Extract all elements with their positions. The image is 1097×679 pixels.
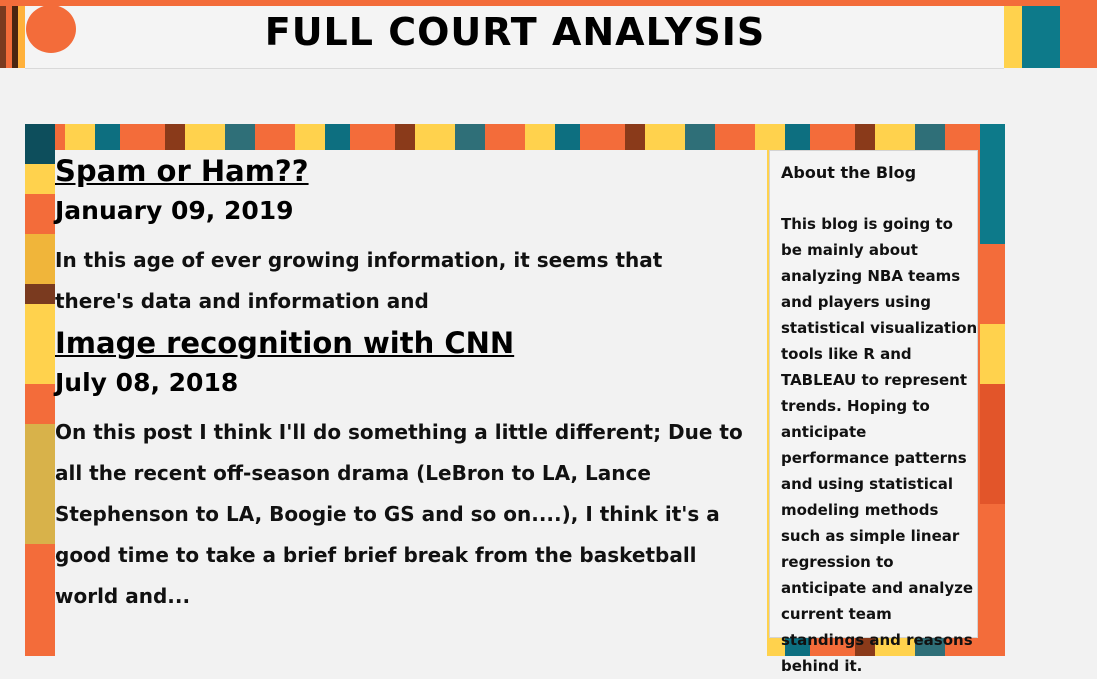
header-accent-stripe <box>0 0 1097 6</box>
background-pattern-left <box>25 124 55 656</box>
background-pattern-right <box>980 124 1005 656</box>
post-item: Image recognition with CNN July 08, 2018… <box>55 322 767 617</box>
header-pattern-left <box>0 6 25 68</box>
about-sidebar: About the Blog This blog is going to be … <box>769 150 978 675</box>
site-title[interactable]: FULL COURT ANALYSIS <box>264 10 766 54</box>
post-item: Spam or Ham?? January 09, 2019 In this a… <box>55 150 767 322</box>
sidebar-description: This blog is going to be mainly about an… <box>781 215 978 675</box>
post-excerpt: In this age of ever growing information,… <box>55 248 663 313</box>
post-excerpt: On this post I think I'll do something a… <box>55 420 743 608</box>
post-date: January 09, 2019 <box>55 196 294 225</box>
basketball-logo-icon <box>26 5 76 53</box>
site-header <box>25 6 1004 69</box>
post-date: July 08, 2018 <box>55 368 239 397</box>
post-title-link[interactable]: Image recognition with CNN <box>55 326 515 360</box>
blog-posts: Spam or Ham?? January 09, 2019 In this a… <box>55 150 767 656</box>
header-pattern-right <box>1004 6 1097 68</box>
sidebar-heading: About the Blog <box>781 163 917 182</box>
post-title-link[interactable]: Spam or Ham?? <box>55 154 309 188</box>
